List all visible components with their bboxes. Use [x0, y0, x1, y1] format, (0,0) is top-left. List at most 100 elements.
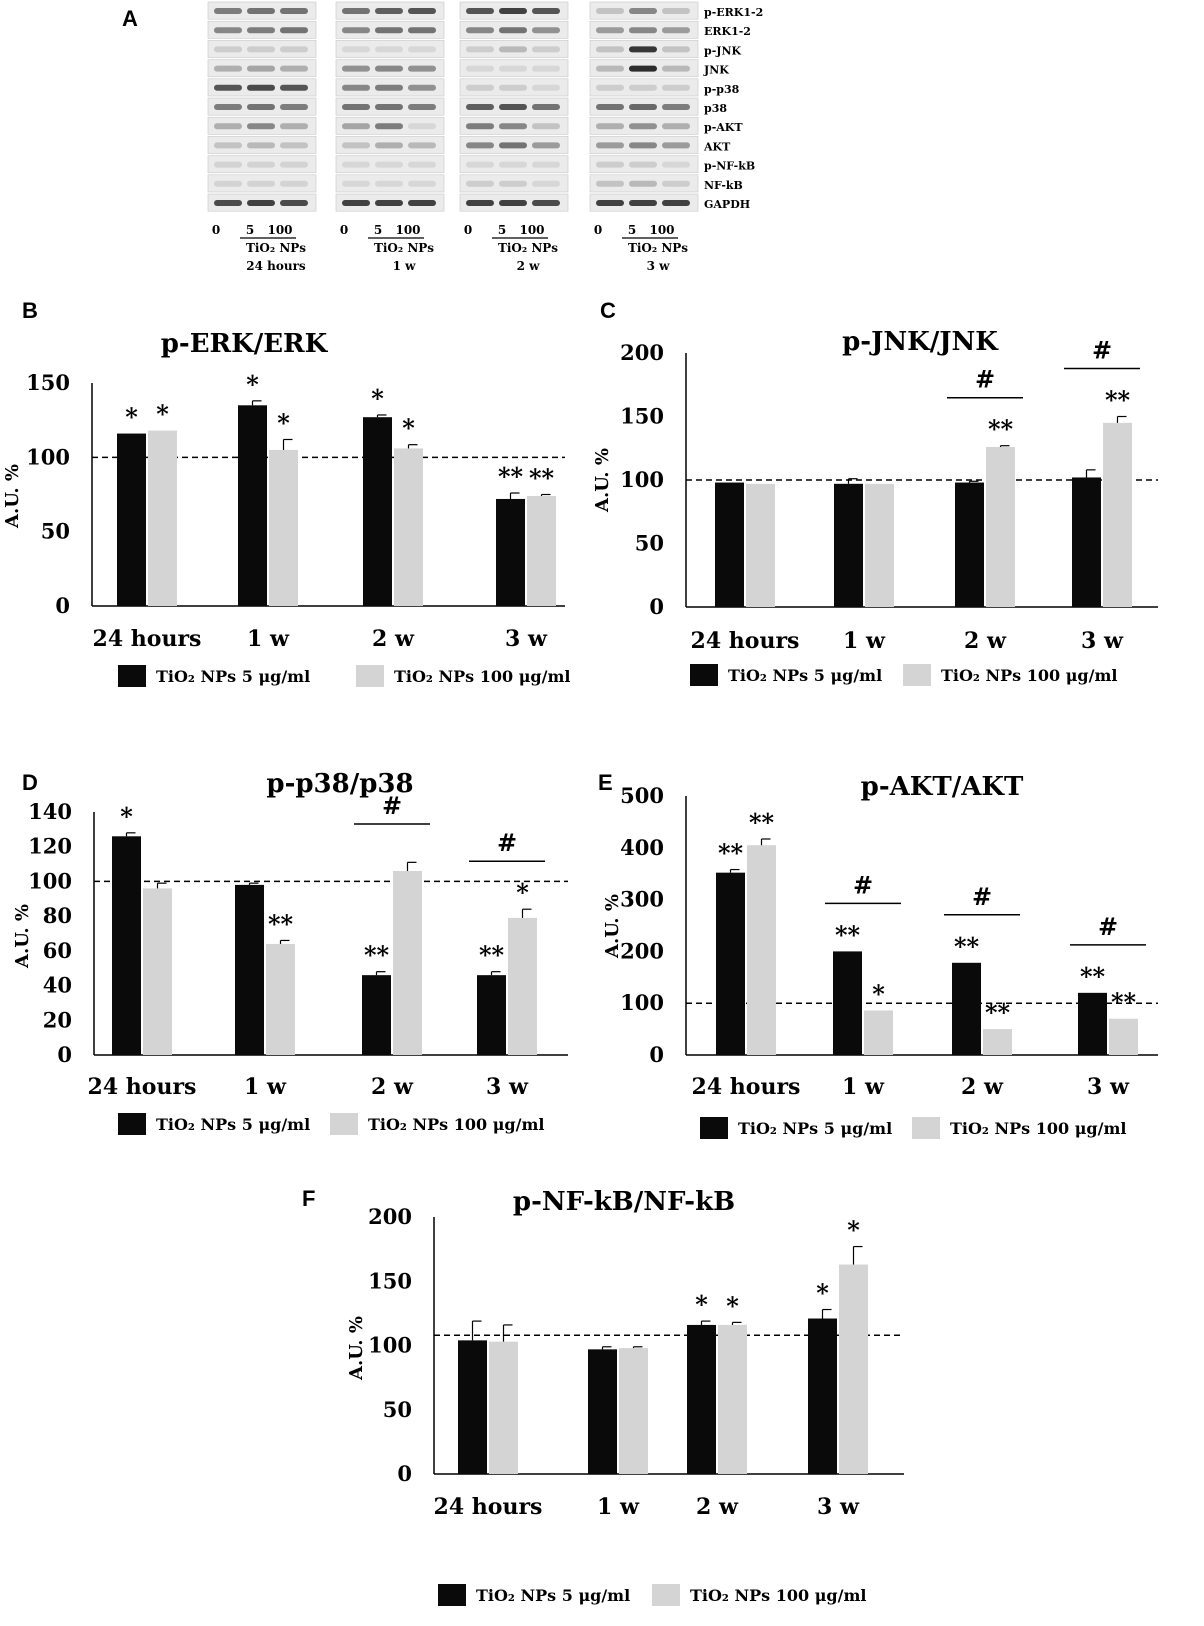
x-tick-label: 24 hours [692, 1074, 801, 1100]
significance-marker: ** [364, 941, 390, 970]
blot-band [280, 46, 308, 53]
bar [527, 495, 556, 606]
hash-marker: # [497, 828, 517, 857]
legend-label: TiO₂ NPs 100 μg/ml [950, 1119, 1126, 1138]
chart-title: p-NF-kB/NF-kB [513, 1187, 735, 1217]
blot-band [596, 8, 624, 14]
x-tick-label: 24 hours [93, 626, 202, 652]
y-tick-label: 60 [43, 938, 72, 963]
blot-band [466, 180, 494, 187]
significance-marker: ** [718, 839, 744, 868]
blot-band [247, 46, 275, 53]
blot-band [375, 200, 403, 206]
blot-band [662, 104, 690, 110]
legend-swatch [438, 1584, 466, 1606]
blot-band [499, 8, 527, 14]
blot-row-label: p-JNK [704, 44, 742, 57]
blot-band [247, 161, 275, 168]
blot-band [247, 27, 275, 34]
hash-marker: # [1098, 912, 1118, 941]
blot-band [629, 200, 657, 206]
y-tick-label: 0 [397, 1461, 412, 1486]
blot-band [662, 27, 690, 34]
bar [363, 417, 392, 606]
blot-band [214, 65, 242, 72]
x-tick-label: 1 w [843, 628, 886, 654]
bar [266, 943, 295, 1055]
bar [508, 917, 537, 1055]
significance-marker: ** [498, 462, 524, 491]
blot-band [466, 84, 494, 91]
x-tick-label: 2 w [371, 1074, 414, 1100]
bar [718, 1324, 747, 1474]
blot-band [466, 161, 494, 168]
blot-band [375, 46, 403, 53]
y-tick-label: 100 [620, 467, 664, 492]
blot-band [629, 104, 657, 110]
blot-band [596, 84, 624, 91]
x-tick-label: 24 hours [434, 1494, 543, 1520]
blot-band [280, 161, 308, 168]
dose-label: 100 [267, 223, 292, 237]
blot-band [408, 65, 436, 72]
blot-band [662, 65, 690, 72]
bar [112, 836, 141, 1055]
significance-marker: * [125, 403, 138, 432]
blot-row-label: AKT [703, 140, 731, 153]
chart-title: p-ERK/ERK [161, 329, 329, 359]
blot-strip: 0 5 100 TiO₂ NPs 2 w [459, 1, 569, 273]
blot-row-label: ERK1-2 [704, 25, 751, 38]
blot-band [408, 84, 436, 91]
blot-band [596, 27, 624, 34]
y-axis-label: A.U. % [346, 1316, 367, 1381]
blot-row-label: p-p38 [704, 83, 740, 96]
significance-marker: * [516, 878, 529, 907]
time-label: 2 w [517, 259, 541, 273]
blot-band [532, 142, 560, 149]
bar [716, 872, 745, 1055]
blot-band [596, 65, 624, 72]
blot-band [375, 123, 403, 130]
blot-band [342, 84, 370, 91]
bar [143, 888, 172, 1055]
bar [477, 975, 506, 1055]
dose-label: 0 [212, 223, 220, 237]
legend-label: TiO₂ NPs 5 μg/ml [156, 1115, 310, 1134]
blot-band [247, 200, 275, 206]
x-tick-label: 1 w [247, 626, 290, 652]
blot-band [596, 46, 624, 53]
blot-band [280, 65, 308, 72]
y-tick-label: 150 [26, 370, 70, 395]
x-tick-label: 1 w [842, 1074, 885, 1100]
significance-marker: * [816, 1279, 829, 1308]
significance-marker: * [726, 1291, 739, 1320]
blot-band [408, 123, 436, 130]
blot-band [342, 27, 370, 34]
panel-letter: F [302, 1186, 315, 1211]
bar [496, 498, 525, 606]
blot-band [499, 65, 527, 72]
blot-band [532, 200, 560, 206]
significance-marker: * [120, 802, 133, 831]
blot-band [214, 46, 242, 53]
blot-band [408, 27, 436, 34]
blot-band [532, 8, 560, 14]
legend-label: TiO₂ NPs 5 μg/ml [476, 1586, 630, 1605]
significance-marker: ** [985, 998, 1011, 1027]
blot-band [532, 180, 560, 187]
blot-band [280, 84, 308, 91]
y-tick-label: 150 [368, 1268, 412, 1293]
blot-band [466, 142, 494, 149]
y-tick-label: 100 [368, 1333, 412, 1358]
bar [864, 1010, 893, 1055]
y-tick-label: 140 [28, 799, 72, 824]
bar [808, 1318, 837, 1474]
bar [952, 962, 981, 1055]
blot-band [466, 8, 494, 14]
blot-band [375, 84, 403, 91]
dose-label: 5 [498, 223, 506, 237]
blot-band [662, 84, 690, 91]
legend-label: TiO₂ NPs 5 μg/ml [156, 667, 310, 686]
bar [588, 1349, 617, 1474]
